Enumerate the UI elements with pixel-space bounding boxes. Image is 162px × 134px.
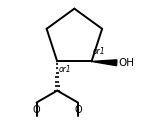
Text: or1: or1 [93,47,105,56]
Polygon shape [92,60,117,66]
Text: or1: or1 [58,65,71,74]
Text: O: O [33,105,40,115]
Text: OH: OH [119,58,135,68]
Text: O: O [74,105,82,115]
